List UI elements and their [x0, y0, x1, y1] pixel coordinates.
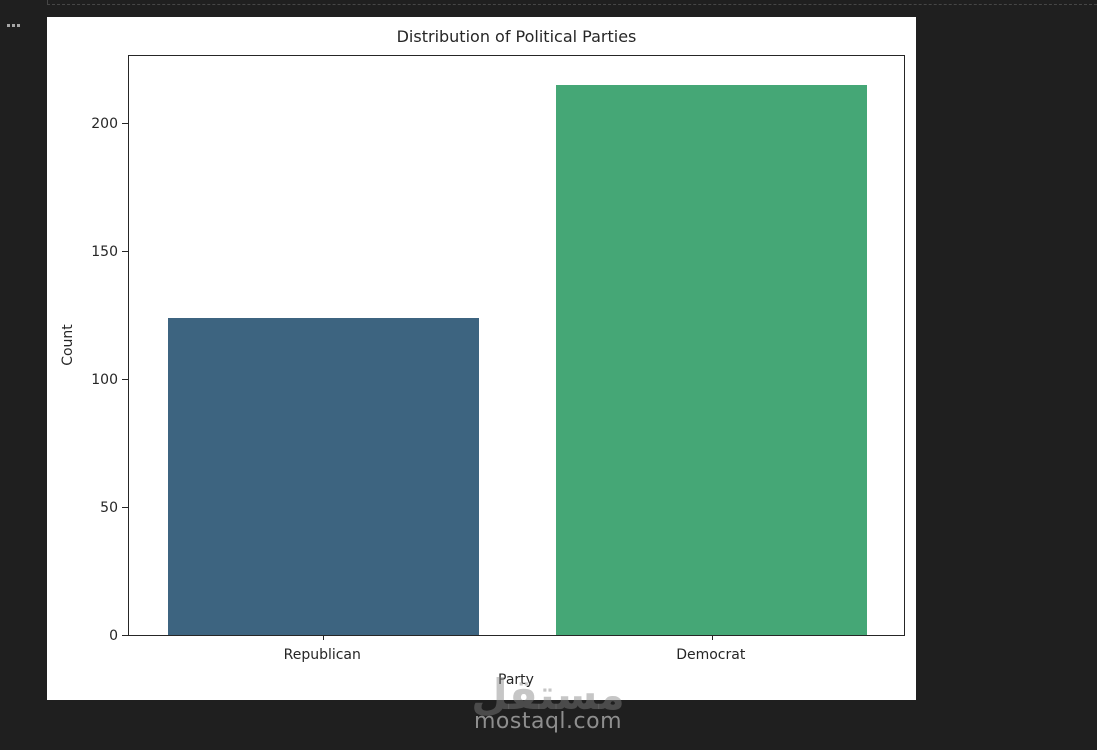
bar-democrat	[556, 84, 868, 635]
y-tick-label-100: 100	[91, 372, 118, 389]
cell-divider	[47, 0, 1097, 5]
bar-republican	[167, 317, 479, 635]
y-tick-label-0: 0	[109, 628, 118, 644]
ellipsis-dot	[12, 24, 15, 27]
y-tick-label-150: 150	[91, 244, 118, 261]
ellipsis-dot	[7, 24, 10, 27]
y-tick-label-50: 50	[100, 500, 118, 517]
mostaql-url-watermark: mostaql.com	[473, 709, 623, 734]
plot-area	[122, 55, 905, 640]
y-tick-label-200: 200	[91, 116, 118, 133]
y-tick-mark	[122, 123, 128, 125]
y-tick-mark	[122, 635, 128, 636]
y-tick-mark	[122, 507, 128, 509]
x-tick-mark	[711, 635, 713, 640]
x-axis-label: Party	[498, 672, 534, 688]
x-tick-label-republican: Republican	[283, 647, 361, 663]
x-tick-mark	[323, 635, 325, 640]
ellipsis-dot	[17, 24, 20, 27]
y-tick-mark	[122, 379, 128, 381]
ellipsis-icon[interactable]	[7, 24, 20, 27]
y-tick-labels: 0 50 100 150 200	[47, 55, 118, 644]
mostaql-logo-watermark: مستقل	[471, 670, 625, 719]
y-tick-mark	[122, 251, 128, 253]
x-tick-label-democrat: Democrat	[676, 647, 746, 663]
chart-figure: Distribution of Political Parties Count …	[47, 17, 916, 700]
chart-title: Distribution of Political Parties	[396, 27, 637, 46]
